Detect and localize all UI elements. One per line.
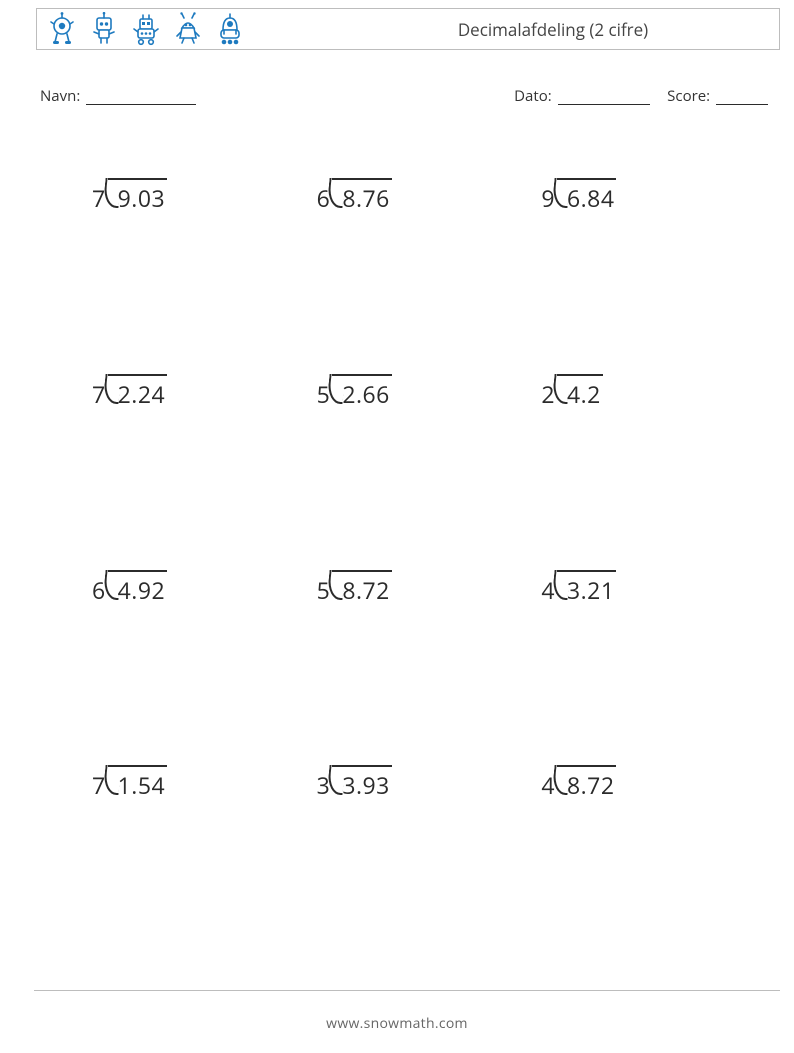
long-division-problem: 43.21 <box>541 570 616 606</box>
problem-cell: 64.92 <box>60 542 285 738</box>
dividend: 8.76 <box>342 182 390 214</box>
problem-cell: 68.76 <box>285 150 510 346</box>
date-blank[interactable] <box>558 104 650 105</box>
dividend: 6.84 <box>567 182 615 214</box>
dividend: 3.93 <box>342 769 390 801</box>
long-division-problem: 64.92 <box>92 570 167 606</box>
dividend: 8.72 <box>567 769 615 801</box>
long-division-problem: 58.72 <box>317 570 392 606</box>
problem-cell: 96.84 <box>509 150 734 346</box>
problem-cell: 33.93 <box>285 737 510 933</box>
problem-cell: 71.54 <box>60 737 285 933</box>
long-division-problem: 79.03 <box>92 178 167 214</box>
long-division-problem: 52.66 <box>317 374 392 410</box>
problem-cell: 43.21 <box>509 542 734 738</box>
long-division-problem: 68.76 <box>317 178 392 214</box>
long-division-problem: 33.93 <box>317 765 392 801</box>
date-label: Dato: <box>514 86 552 106</box>
footer-text: www.snowmath.com <box>0 1014 794 1033</box>
problem-cell: 48.72 <box>509 737 734 933</box>
robot-icon <box>47 12 77 46</box>
dividend: 4.2 <box>567 378 601 410</box>
robot-icon <box>173 12 203 46</box>
dividend: 3.21 <box>567 574 615 606</box>
long-division-problem: 72.24 <box>92 374 167 410</box>
problem-cell: 52.66 <box>285 346 510 542</box>
problem-cell: 79.03 <box>60 150 285 346</box>
name-blank[interactable] <box>86 104 196 105</box>
header-robot-icons <box>37 12 245 46</box>
score-blank[interactable] <box>716 104 768 105</box>
name-label: Navn: <box>40 86 80 106</box>
score-label: Score: <box>667 86 710 106</box>
dividend: 2.24 <box>118 378 166 410</box>
long-division-problem: 48.72 <box>541 765 616 801</box>
problems-grid: 79.03 68.76 96.84 72.24 52.66 24.2 64.92… <box>60 150 734 933</box>
long-division-problem: 96.84 <box>541 178 616 214</box>
dividend: 4.92 <box>118 574 166 606</box>
meta-row: Navn: Dato: Score: <box>36 86 770 112</box>
dividend: 2.66 <box>342 378 390 410</box>
name-field: Navn: <box>40 86 198 106</box>
long-division-problem: 24.2 <box>541 374 603 410</box>
dividend: 8.72 <box>342 574 390 606</box>
long-division-problem: 71.54 <box>92 765 167 801</box>
problem-cell: 24.2 <box>509 346 734 542</box>
problem-cell: 72.24 <box>60 346 285 542</box>
dividend: 9.03 <box>118 182 166 214</box>
dividend: 1.54 <box>118 769 166 801</box>
robot-icon <box>215 12 245 46</box>
problem-cell: 58.72 <box>285 542 510 738</box>
header-bar: Decimalafdeling (2 cifre) <box>36 8 780 50</box>
robot-icon <box>89 12 119 46</box>
robot-icon <box>131 12 161 46</box>
footer-rule <box>34 990 780 991</box>
